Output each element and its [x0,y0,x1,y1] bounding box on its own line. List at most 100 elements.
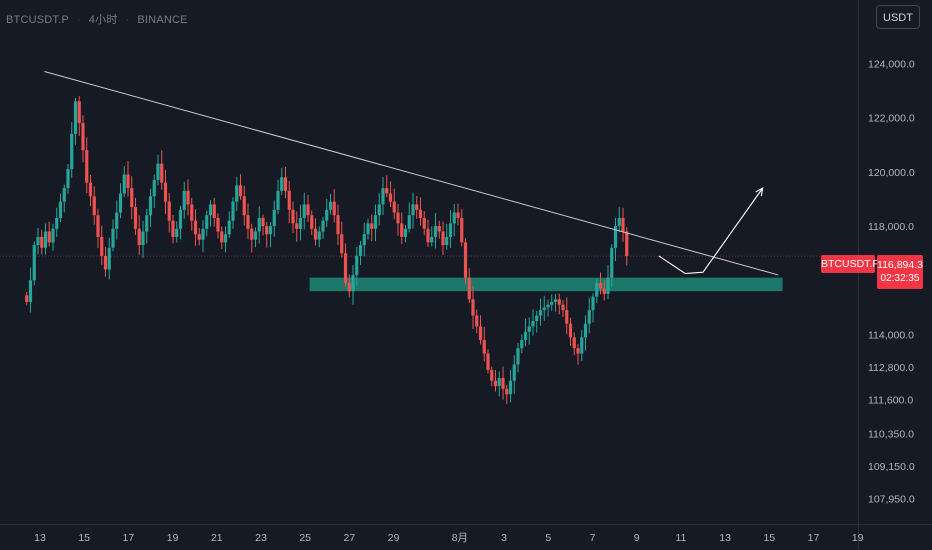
candle [527,326,531,332]
candle [550,302,554,305]
candle [152,179,156,197]
candle [591,296,595,311]
candle [403,228,408,237]
candle [193,220,198,235]
candle [328,201,333,210]
candle [246,215,250,229]
candle [565,310,569,324]
candle [32,245,36,281]
candle [366,223,370,235]
candle [265,226,269,235]
candle [250,228,254,240]
symbol-label: BTCUSDT.P [6,14,69,26]
candle [175,228,179,237]
candle [445,236,449,246]
candle [516,348,520,365]
interval-label[interactable]: 4小时 [88,14,118,26]
candle [580,337,584,354]
candle [111,228,115,248]
candle [313,228,318,240]
candle [317,231,321,240]
candle [407,215,411,229]
candle [595,283,599,297]
candle [220,231,224,243]
candle [280,177,284,191]
candle [617,217,621,227]
y-tick-label: 109,150.0 [868,461,915,473]
candle [298,217,303,229]
candle [602,288,606,294]
candle [576,348,580,354]
candle [426,228,430,243]
candle [557,299,561,305]
candle [475,315,479,327]
candle [613,226,618,248]
candle [167,201,171,221]
candle [85,150,89,183]
last-price-value: 116,894.3 [877,259,923,271]
candle [568,323,573,338]
candle [25,295,29,303]
last-price-tag: 116,894.3 02:32:35 [877,255,923,289]
candle [310,215,314,229]
candle [261,217,265,227]
y-tick-label: 114,000.0 [868,330,914,342]
candle [546,304,550,308]
candle [347,283,351,292]
candle [370,223,374,229]
candle [598,283,603,289]
candle [553,299,558,303]
candle [538,310,543,316]
candle [332,201,336,216]
candle [561,304,565,311]
candle [103,255,108,270]
trendline [44,70,779,276]
candle [355,255,359,275]
candle [73,101,78,134]
exchange-label: BINANCE [137,14,188,26]
candle [583,323,588,338]
candle [253,231,258,240]
chart-header: BTCUSDT.P · 4小时 · BINANCE [6,14,188,26]
candle [493,380,498,387]
candle [51,228,55,243]
candle [422,217,426,229]
y-tick-label: 124,000.0 [868,58,915,70]
candle [497,378,501,387]
candle [508,380,513,395]
candle [160,163,164,183]
candle [325,209,329,221]
candle [625,231,629,256]
candle [235,185,239,202]
currency-button[interactable]: USDT [876,5,920,29]
candle [257,217,261,232]
candle [486,353,490,370]
x-tick-label: 5 [545,532,551,544]
candle [223,234,228,243]
x-tick-label: 13 [34,532,46,544]
candle [197,234,201,240]
candle [501,378,505,389]
candle [306,204,310,216]
candle [321,220,325,232]
y-tick-label: 112,800.0 [868,362,914,374]
projection-path [658,187,764,275]
candle [201,228,205,240]
candle [92,196,96,216]
x-tick-label: 8月 [452,532,468,544]
candle [433,226,438,237]
candle [437,226,441,232]
candle [148,196,153,216]
candle [291,209,295,224]
bar-countdown: 02:32:35 [880,273,920,284]
candle [400,223,404,237]
candle [362,234,366,246]
candle [122,174,126,194]
candle [587,310,591,324]
candle [205,215,209,229]
candle [40,236,44,248]
candle [520,340,524,349]
candle [392,201,396,213]
candle [55,217,59,229]
